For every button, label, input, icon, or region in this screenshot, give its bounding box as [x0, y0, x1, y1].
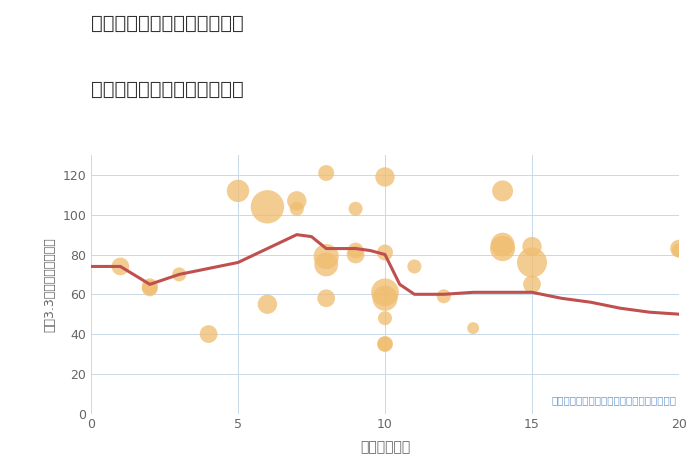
Point: [321, 253, 332, 260]
Point: [409, 263, 420, 270]
Point: [379, 340, 391, 348]
Point: [379, 289, 391, 296]
Point: [321, 295, 332, 302]
Point: [262, 300, 273, 308]
Text: 駅距離別中古マンション価格: 駅距離別中古マンション価格: [91, 80, 244, 99]
Point: [203, 330, 214, 338]
Text: 愛知県稲沢市平和町西光坊の: 愛知県稲沢市平和町西光坊の: [91, 14, 244, 33]
Point: [379, 314, 391, 322]
Point: [468, 324, 479, 332]
Point: [673, 247, 685, 254]
Point: [350, 205, 361, 212]
Point: [115, 263, 126, 270]
Point: [291, 205, 302, 212]
Point: [526, 281, 538, 288]
Point: [438, 292, 449, 300]
Point: [497, 245, 508, 252]
Point: [526, 258, 538, 266]
Point: [673, 245, 685, 252]
Point: [262, 203, 273, 211]
Point: [526, 243, 538, 251]
Point: [497, 187, 508, 195]
Point: [350, 251, 361, 258]
Point: [321, 169, 332, 177]
Point: [144, 284, 155, 292]
Point: [321, 261, 332, 268]
X-axis label: 駅距離（分）: 駅距離（分）: [360, 440, 410, 454]
Point: [232, 187, 244, 195]
Point: [379, 340, 391, 348]
Point: [291, 197, 302, 204]
Point: [379, 249, 391, 256]
Point: [174, 271, 185, 278]
Point: [144, 282, 155, 290]
Y-axis label: 坪（3.3㎡）単価（万円）: 坪（3.3㎡）単価（万円）: [43, 237, 57, 332]
Point: [497, 241, 508, 248]
Text: 円の大きさは、取引のあった物件面積を示す: 円の大きさは、取引のあった物件面積を示す: [551, 396, 676, 406]
Point: [350, 247, 361, 254]
Point: [379, 173, 391, 181]
Point: [379, 295, 391, 302]
